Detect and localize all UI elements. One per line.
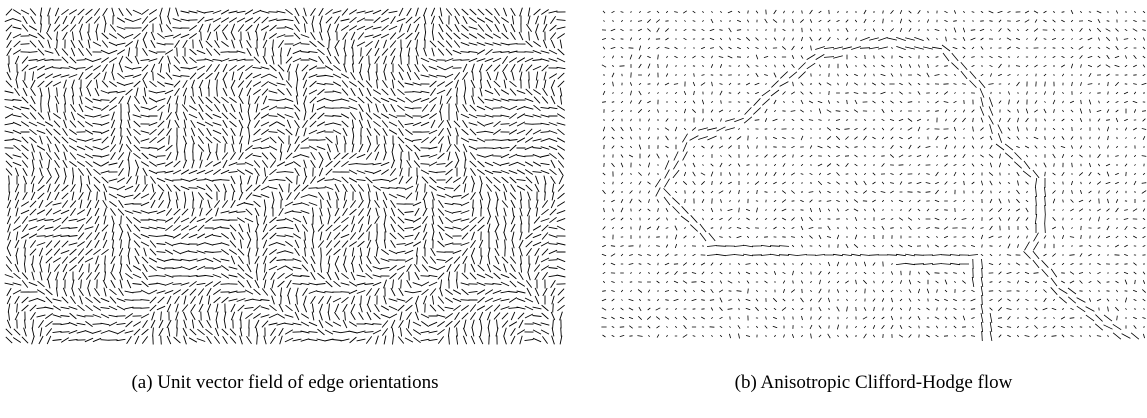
page: (a) Unit vector field of edge orientatio… bbox=[0, 0, 1147, 418]
caption-b: (b) Anisotropic Clifford-Hodge flow bbox=[600, 372, 1147, 394]
figure-images bbox=[0, 0, 1147, 360]
clifford-hodge-field bbox=[601, 10, 1146, 341]
edge-orientation-field bbox=[5, 8, 566, 345]
caption-a: (a) Unit vector field of edge orientatio… bbox=[5, 372, 565, 394]
